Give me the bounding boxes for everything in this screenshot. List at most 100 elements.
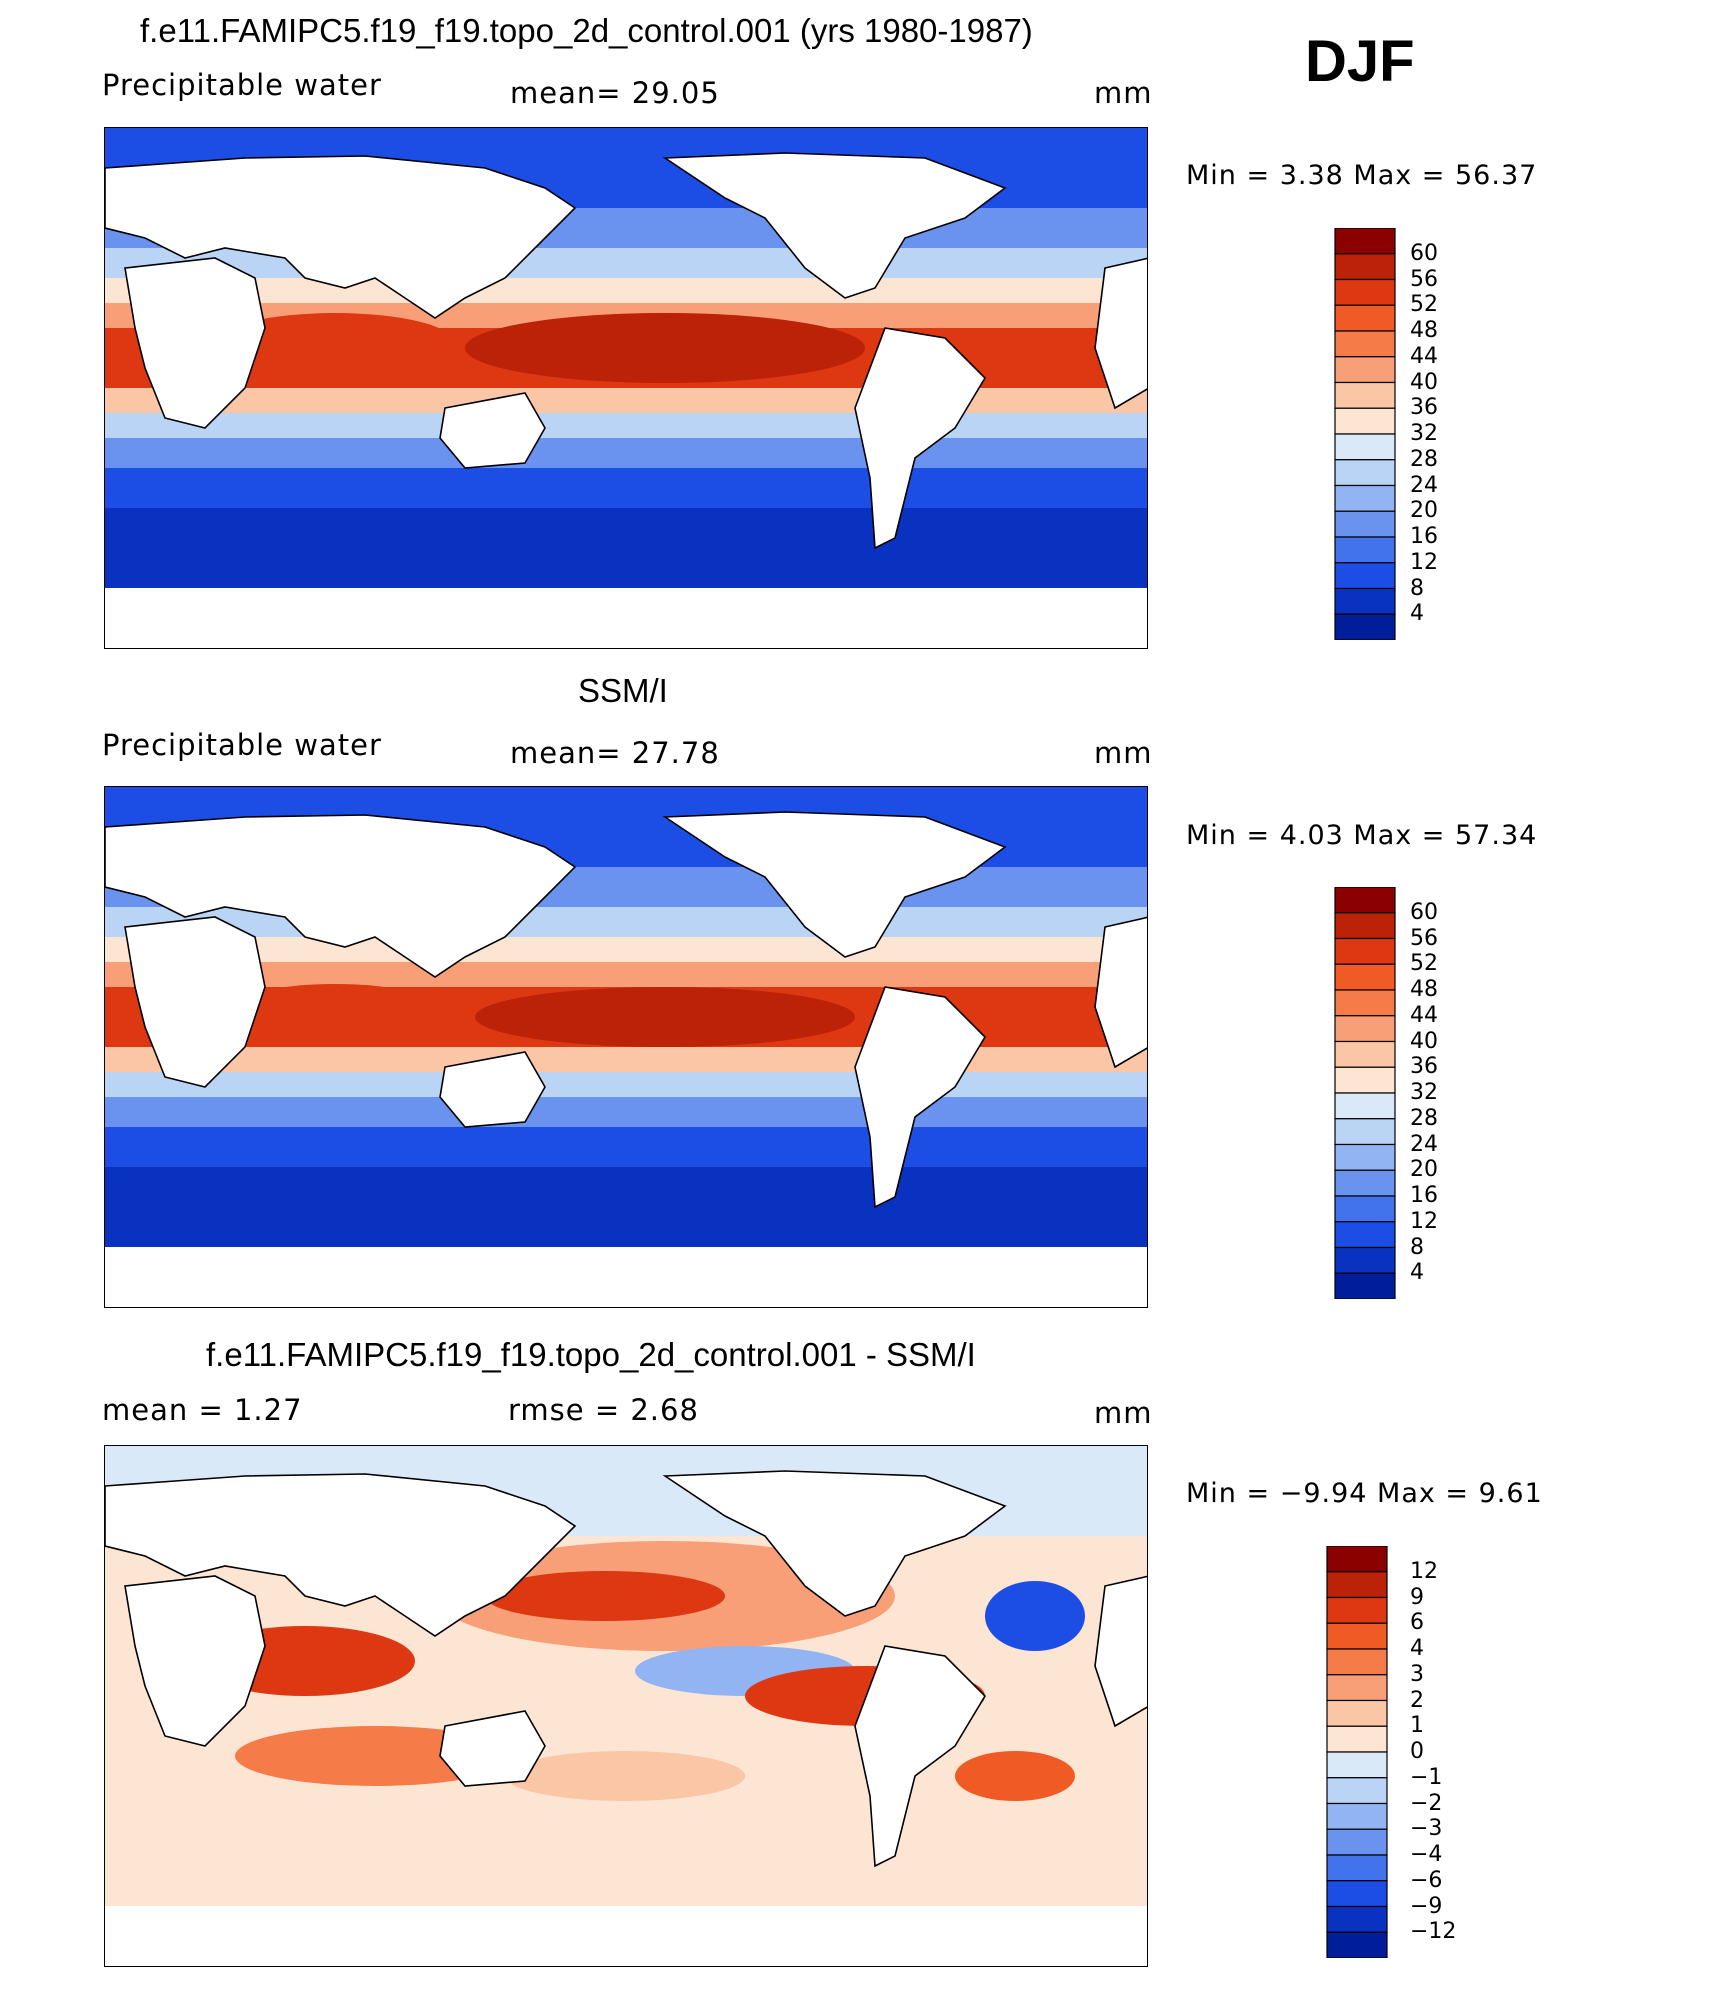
panel1-colorbar-ticks: 60 56 52 48 44 40 36 32 28 24 20 16 12 8 4	[1410, 228, 1470, 640]
season-label: DJF	[1305, 29, 1415, 94]
panel1-warm-pool	[465, 313, 865, 383]
panel2-colorbar-svg	[1334, 887, 1396, 1299]
panel2-colorbar-swatch	[1334, 937, 1396, 965]
panel2-colorbar-tick-label: 48	[1410, 977, 1438, 1002]
panel2-colorbar-tick-label: 8	[1410, 1234, 1424, 1260]
panel2-colorbar-swatch	[1334, 1169, 1396, 1197]
panel2-africa-east-wrap	[1094, 916, 1147, 1069]
panel3-colorbar-swatch	[1326, 1802, 1388, 1830]
panel1-colorbar-tick-label: 32	[1410, 421, 1438, 446]
panel1-band-n4	[105, 278, 1147, 303]
panel1-eurasia	[105, 155, 577, 319]
panel1-colorbar-tick-label: 48	[1410, 318, 1438, 343]
panel2-colorbar-swatch	[1334, 1272, 1396, 1299]
panel2-colorbar-tick-label: 52	[1410, 951, 1438, 977]
panel1-band-s5	[105, 508, 1147, 558]
panel1-colorbar-swatch	[1334, 330, 1396, 358]
panel2-map	[104, 786, 1148, 1308]
panel2-colorbar-swatch	[1334, 1040, 1396, 1068]
panel1-colorbar-tick-label: 12	[1410, 549, 1438, 575]
panel2-colorbar-swatch	[1334, 912, 1396, 940]
panel3-colorbar-swatch	[1326, 1751, 1388, 1779]
panel2-warm-pool	[475, 987, 855, 1047]
panel1-colorbar-tick-label: 56	[1410, 266, 1438, 292]
panel3-colorbar-tick-label: 0	[1410, 1739, 1424, 1764]
panel2-colorbar-swatch	[1334, 1066, 1396, 1094]
panel3-africa-east-wrap	[1094, 1575, 1147, 1728]
panel2-colorbar-swatch	[1334, 1118, 1396, 1146]
panel3-africa	[124, 1575, 266, 1747]
panel3-mean-label: mean = 1.27	[102, 1393, 303, 1427]
panel3-colorbar-tick-label: 4	[1410, 1636, 1424, 1661]
panel2-colorbar-tick-label: 28	[1410, 1105, 1438, 1131]
panel2-colorbar-swatch	[1334, 1015, 1396, 1043]
panel1-variable-label: Precipitable water	[102, 68, 382, 102]
panel2-colorbar-swatch	[1334, 989, 1396, 1017]
panel2-south-america	[854, 986, 987, 1209]
panel3-colorbar-swatch	[1326, 1931, 1388, 1958]
panel2-colorbar-tick-label: 16	[1410, 1183, 1438, 1208]
panel1-colorbar-swatch	[1334, 562, 1396, 590]
panel1-indian-ocean-max	[215, 313, 455, 373]
panel3-colorbar-tick-label: −4	[1410, 1842, 1443, 1867]
panel3-eurasia	[105, 1473, 577, 1637]
panel3-colorbar-tick-label: −12	[1410, 1919, 1457, 1945]
panel1-band-s2	[105, 413, 1147, 438]
panel3-colorbar-tick-label: 3	[1410, 1661, 1424, 1687]
panel3-colorbar-swatch	[1326, 1905, 1388, 1933]
panel3-colorbar-tick-label: −9	[1410, 1893, 1443, 1919]
panel2-colorbar-swatch	[1334, 1195, 1396, 1223]
panel1-colorbar-swatch	[1334, 613, 1396, 640]
panel1-title: f.e11.FAMIPC5.f19_f19.topo_2d_control.00…	[140, 12, 1033, 49]
panel2-colorbar-swatch	[1334, 1092, 1396, 1120]
panel1-colorbar-swatch	[1334, 587, 1396, 615]
panel2-north-america	[662, 811, 1007, 958]
panel3-npac-peak	[485, 1571, 725, 1621]
panel3-colorbar-swatch	[1326, 1674, 1388, 1702]
panel1-colorbar-swatch	[1334, 459, 1396, 487]
panel1-colorbar-tick-label: 40	[1410, 369, 1438, 395]
panel1-band-s1	[105, 388, 1147, 413]
panel3-colorbar-swatch	[1326, 1546, 1388, 1573]
panel1-colorbar	[1334, 228, 1398, 640]
panel3-colorbar	[1326, 1546, 1390, 1958]
panel2-colorbar-tick-label: 4	[1410, 1260, 1424, 1286]
panel2-band-s3	[105, 1097, 1147, 1127]
panel1-north-america	[662, 152, 1007, 299]
panel2-colorbar-tick-label: 20	[1410, 1157, 1438, 1183]
panel3-rmse-label: rmse = 2.68	[508, 1393, 699, 1427]
panel3-north-america	[662, 1470, 1007, 1617]
panel1-colorbar-swatch	[1334, 278, 1396, 306]
panel1-colorbar-swatch	[1334, 407, 1396, 435]
panel3-colorbar-tick-label: 2	[1410, 1687, 1424, 1713]
panel1-colorbar-swatch	[1334, 356, 1396, 384]
panel1-colorbar-tick-label: 24	[1410, 472, 1438, 498]
panel2-continents	[105, 811, 1147, 1209]
panel3-s-atlantic-positive	[955, 1751, 1075, 1801]
panel1-colorbar-swatch	[1334, 228, 1396, 255]
panel2-antarctica	[105, 1247, 1147, 1307]
panel3-colorbar-swatch	[1326, 1699, 1388, 1727]
panel1-mean-label: mean= 29.05	[510, 76, 720, 110]
panel3-units-label: mm	[1094, 1396, 1153, 1430]
panel1-africa	[124, 257, 266, 429]
panel3-continents	[105, 1470, 1147, 1868]
panel3-colorbar-tick-label: −1	[1410, 1764, 1443, 1790]
panel1-colorbar-svg	[1334, 228, 1396, 640]
panel1-minmax-label: Min = 3.38 Max = 56.37	[1186, 160, 1538, 191]
panel1-colorbar-tick-label: 28	[1410, 446, 1438, 472]
panel2-title: SSM/I	[578, 672, 668, 709]
panel2-band-n4	[105, 937, 1147, 962]
panel1-colorbar-tick-label: 20	[1410, 498, 1438, 524]
panel2-band-n5	[105, 962, 1147, 987]
panel3-colorbar-tick-label: 6	[1410, 1610, 1424, 1636]
panel2-colorbar-tick-label: 12	[1410, 1208, 1438, 1234]
panel1-antarctica	[105, 588, 1147, 648]
panel2-colorbar-swatch	[1334, 963, 1396, 991]
panel3-colorbar-tick-label: −2	[1410, 1790, 1443, 1816]
panel3-colorbar-swatch	[1326, 1648, 1388, 1676]
panel2-band-s2	[105, 1072, 1147, 1097]
panel2-colorbar-swatch	[1334, 887, 1396, 914]
panel3-colorbar-swatch	[1326, 1622, 1388, 1650]
panel1-colorbar-swatch	[1334, 510, 1396, 538]
